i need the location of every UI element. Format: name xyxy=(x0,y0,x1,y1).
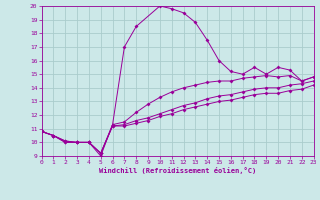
X-axis label: Windchill (Refroidissement éolien,°C): Windchill (Refroidissement éolien,°C) xyxy=(99,167,256,174)
